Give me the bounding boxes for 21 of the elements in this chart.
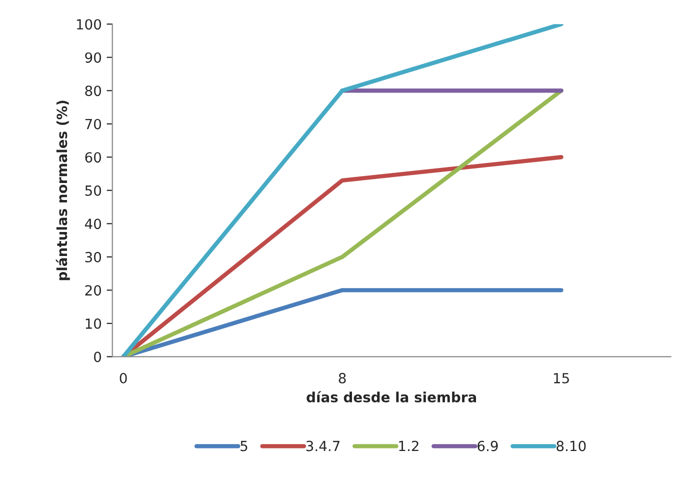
x-tick-label: 8 [338, 372, 346, 384]
y-tick-label: 30 [85, 252, 102, 262]
x-axis-title: días desde la siembra [306, 391, 476, 402]
y-tick-label: 40 [84, 218, 102, 230]
y-tick-label: 70 [85, 118, 102, 130]
legend-label: 8.10 [556, 440, 586, 452]
legend-label: 6.9 [478, 440, 498, 452]
x-tick-label: 15 [554, 373, 569, 384]
y-tick-label: 0 [94, 352, 102, 362]
y-tick-label: 90 [85, 52, 102, 63]
y-tick-label: 20 [85, 285, 102, 296]
legend-label: 3.4.7 [306, 440, 340, 452]
legend-label: 1.2 [399, 440, 418, 452]
y-axis-title: plántulas normales (%) [56, 100, 70, 280]
y-tick-label: 80 [85, 86, 102, 96]
y-tick-label: 60 [85, 152, 102, 163]
y-tick-label: 100 [76, 19, 102, 30]
legend-label: 5 [240, 440, 248, 452]
y-tick-label: 10 [86, 318, 102, 329]
x-tick-label: 0 [120, 372, 127, 384]
y-tick-label: 50 [85, 185, 102, 196]
